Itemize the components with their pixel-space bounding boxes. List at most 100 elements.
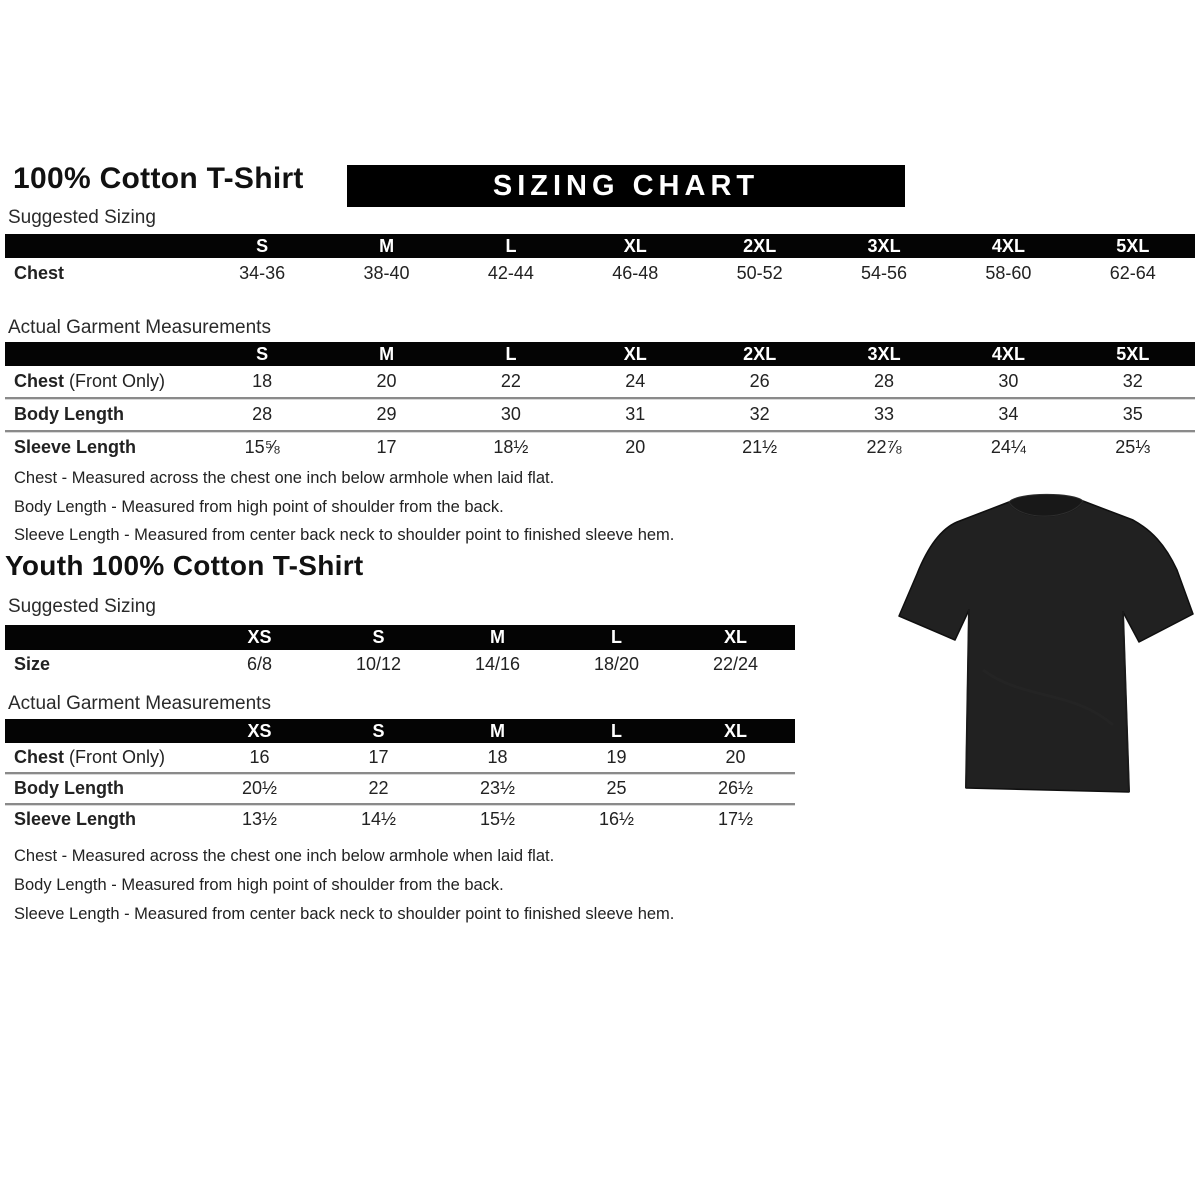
value-cell: 32 bbox=[749, 404, 770, 424]
value-cell: 26½ bbox=[717, 778, 754, 798]
value-cell: 46-48 bbox=[612, 263, 659, 283]
value-cell: 6/8 bbox=[246, 654, 273, 674]
value-cell: 10/12 bbox=[355, 654, 402, 674]
table-row-sleeve-length: Sleeve Length 13½ 14½ 15½ 16½ 17½ bbox=[5, 805, 795, 834]
tshirt-side-seams bbox=[965, 609, 1130, 793]
table-row-chest-front-only: Chest (Front Only) 18 20 22 24 26 28 30 3… bbox=[5, 366, 1195, 399]
row-label-suffix: (Front Only) bbox=[69, 371, 166, 391]
row-label-main: Chest bbox=[14, 371, 65, 391]
header-cell: 5XL bbox=[1116, 235, 1150, 256]
youth-actual-measurements-label: Actual Garment Measurements bbox=[8, 693, 271, 714]
value-cell: 32 bbox=[1122, 371, 1143, 391]
header-cell: 3XL bbox=[867, 235, 901, 256]
value-cell: 54-56 bbox=[861, 263, 908, 283]
note-body-length: Body Length - Measured from high point o… bbox=[14, 497, 504, 516]
value-cell: 24 bbox=[625, 371, 646, 391]
sizing-chart-banner-label: SIZING CHART bbox=[492, 169, 760, 202]
header-cell: L bbox=[505, 235, 517, 256]
black-tshirt-image bbox=[893, 490, 1198, 804]
value-cell: 28 bbox=[874, 371, 895, 391]
value-cell: 18/20 bbox=[593, 654, 640, 674]
note-body-length: Body Length - Measured from high point o… bbox=[14, 876, 504, 894]
page-title: 100% Cotton T-Shirt bbox=[13, 162, 304, 195]
value-cell: 16½ bbox=[598, 809, 635, 829]
header-cell: S bbox=[372, 720, 385, 741]
header-cell: 4XL bbox=[991, 235, 1025, 256]
value-cell: 20½ bbox=[241, 778, 278, 798]
header-cell: 5XL bbox=[1116, 343, 1150, 364]
value-cell: 28 bbox=[252, 404, 273, 424]
value-cell: 22⅞ bbox=[866, 437, 902, 457]
value-cell: 14½ bbox=[360, 809, 397, 829]
header-cell: S bbox=[372, 627, 385, 647]
youth-measurement-notes: Chest - Measured across the chest one in… bbox=[14, 842, 674, 929]
youth-section-title: Youth 100% Cotton T-Shirt bbox=[5, 550, 364, 581]
value-cell: 30 bbox=[500, 404, 521, 424]
value-cell: 17½ bbox=[717, 809, 754, 829]
header-cell: XS bbox=[247, 627, 272, 647]
value-cell: 34 bbox=[998, 404, 1019, 424]
header-cell: XS bbox=[247, 720, 272, 741]
tshirt-collar-shape bbox=[1008, 493, 1084, 517]
tshirt-graphic bbox=[898, 493, 1194, 793]
header-cell: 3XL bbox=[867, 343, 901, 364]
value-cell: 17 bbox=[368, 747, 389, 767]
value-cell: 23½ bbox=[479, 778, 516, 798]
value-cell: 34-36 bbox=[239, 263, 286, 283]
header-cell: M bbox=[379, 343, 395, 364]
header-cell: M bbox=[490, 720, 505, 741]
note-chest: Chest - Measured across the chest one in… bbox=[14, 469, 555, 487]
row-label: Size bbox=[14, 654, 51, 674]
header-cell: M bbox=[490, 627, 505, 647]
table-header-row: XS S M L XL bbox=[5, 719, 795, 743]
value-cell: 31 bbox=[625, 404, 646, 424]
value-cell: 18 bbox=[252, 371, 273, 391]
header-cell: M bbox=[379, 235, 395, 256]
header-cell: L bbox=[611, 720, 622, 741]
value-cell: 18½ bbox=[493, 437, 529, 457]
row-label: Chest (Front Only) bbox=[5, 747, 200, 768]
header-cell: XL bbox=[723, 720, 747, 741]
row-label: Sleeve Length bbox=[14, 809, 137, 829]
value-cell: 22 bbox=[368, 778, 389, 798]
header-cell: L bbox=[611, 627, 622, 647]
header-cell: XL bbox=[623, 235, 647, 256]
table-row-body-length: Body Length 20½ 22 23½ 25 26½ bbox=[5, 774, 795, 805]
value-cell: 58-60 bbox=[985, 263, 1032, 283]
table-row-chest-front-only: Chest (Front Only) 16 17 18 19 20 bbox=[5, 743, 795, 774]
value-cell: 42-44 bbox=[487, 263, 534, 283]
value-cell: 50-52 bbox=[736, 263, 783, 283]
header-cell: XL bbox=[723, 627, 747, 647]
value-cell: 17 bbox=[376, 437, 397, 457]
table-header-row: S M L XL 2XL 3XL 4XL 5XL bbox=[5, 234, 1195, 258]
header-cell: S bbox=[256, 235, 269, 256]
value-cell: 19 bbox=[606, 747, 627, 767]
value-cell: 15½ bbox=[479, 809, 516, 829]
table-header-row: S M L XL 2XL 3XL 4XL 5XL bbox=[5, 342, 1195, 366]
value-cell: 22 bbox=[500, 371, 521, 391]
value-cell: 15⅝ bbox=[244, 437, 280, 457]
value-cell: 38-40 bbox=[363, 263, 410, 283]
row-label: Chest bbox=[14, 263, 65, 283]
value-cell: 20 bbox=[625, 437, 646, 457]
note-sleeve-length: Sleeve Length - Measured from center bac… bbox=[14, 526, 675, 544]
adult-measurement-notes: Chest - Measured across the chest one in… bbox=[14, 464, 674, 550]
value-cell: 30 bbox=[998, 371, 1019, 391]
sizing-chart-banner: SIZING CHART bbox=[347, 165, 905, 207]
value-cell: 21½ bbox=[742, 437, 778, 457]
value-cell: 14/16 bbox=[474, 654, 521, 674]
header-cell: 2XL bbox=[743, 343, 777, 364]
row-label-suffix: (Front Only) bbox=[69, 747, 166, 767]
adult-suggested-sizing-table: S M L XL 2XL 3XL 4XL 5XL Chest 34-36 38-… bbox=[5, 234, 1195, 289]
row-label: Sleeve Length bbox=[14, 437, 137, 457]
header-cell: S bbox=[256, 343, 269, 364]
header-cell: XL bbox=[623, 343, 647, 364]
value-cell: 25 bbox=[606, 778, 627, 798]
value-cell: 62-64 bbox=[1109, 263, 1156, 283]
row-label: Body Length bbox=[14, 404, 124, 424]
header-cell: L bbox=[505, 343, 517, 364]
value-cell: 35 bbox=[1122, 404, 1143, 424]
value-cell: 33 bbox=[874, 404, 895, 424]
value-cell: 26 bbox=[749, 371, 770, 391]
